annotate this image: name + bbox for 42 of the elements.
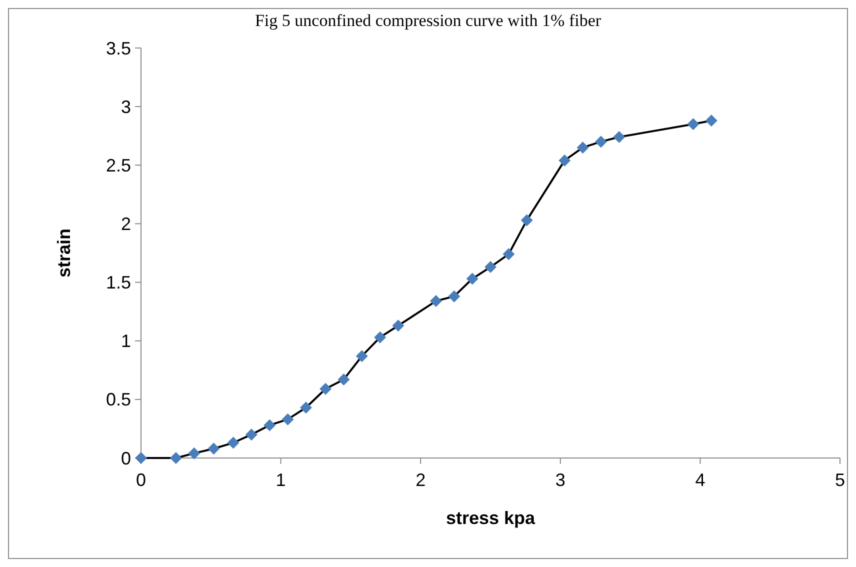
- point: [502, 248, 515, 260]
- point: [227, 436, 240, 449]
- y-tick-label: 2.5: [106, 155, 131, 176]
- point: [430, 295, 442, 308]
- y-tick-label: 0.5: [106, 390, 131, 410]
- point: [264, 419, 276, 432]
- point: [282, 413, 294, 426]
- point: [300, 402, 312, 414]
- y-tick-label: 0: [120, 448, 131, 468]
- point: [392, 320, 404, 332]
- x-tick-label: 5: [834, 470, 846, 490]
- point: [520, 214, 533, 226]
- x-tick-label: 0: [136, 470, 146, 490]
- point: [558, 154, 571, 166]
- point: [356, 350, 368, 362]
- x-tick-label: 2: [416, 470, 426, 490]
- point: [320, 382, 332, 395]
- y-tick-label: 1.5: [106, 272, 131, 293]
- point: [338, 374, 350, 386]
- y-axis-title: strain: [54, 228, 74, 278]
- point: [484, 261, 496, 274]
- point: [245, 428, 258, 441]
- point: [374, 331, 386, 344]
- point: [170, 452, 182, 464]
- point: [613, 131, 626, 144]
- y-tick-label: 1: [120, 331, 131, 352]
- point: [594, 136, 607, 148]
- x-tick-label: 4: [695, 470, 706, 490]
- y-tick-label: 3.5: [106, 38, 131, 58]
- y-tick-label: 2: [120, 214, 131, 234]
- point: [188, 447, 200, 460]
- point: [687, 118, 700, 130]
- y-tick-label: 3: [120, 96, 131, 117]
- point: [705, 114, 718, 127]
- point: [576, 142, 589, 154]
- x-axis-title: stress kpa: [446, 508, 536, 528]
- x-tick-label: 1: [276, 470, 286, 490]
- x-tick-label: 3: [555, 470, 566, 490]
- point: [448, 290, 460, 302]
- chart-title: Fig 5 unconfined compression curve with 1% fiber: [254, 11, 602, 30]
- point: [208, 442, 220, 455]
- point: [466, 272, 478, 285]
